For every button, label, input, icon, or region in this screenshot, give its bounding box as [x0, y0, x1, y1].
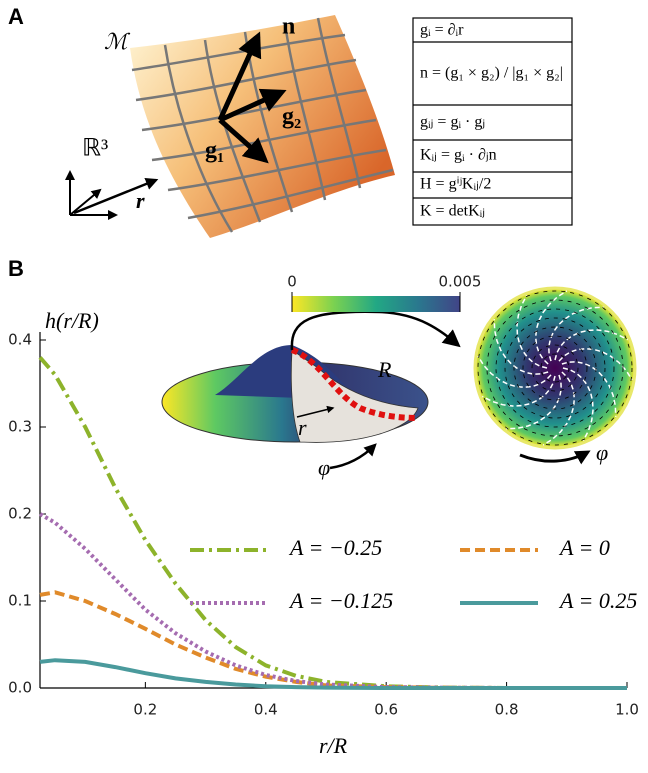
colorbar	[292, 296, 460, 312]
position-label: r	[136, 188, 145, 213]
data-line	[39, 658, 627, 690]
definition: n = (g₁ × g₂) / |g₁ × g₂|	[420, 65, 563, 82]
top-view-inset	[473, 286, 637, 465]
legend-label: A = 0.25	[558, 588, 637, 613]
flow-circle	[531, 344, 579, 392]
flow-line	[506, 374, 562, 430]
tangent-label: g₂	[282, 104, 301, 130]
flow-circle	[513, 326, 597, 410]
legend-label: A = −0.125	[288, 588, 393, 613]
flow-line	[558, 347, 633, 381]
manifold-label: ℳ	[104, 29, 131, 54]
plot: 0 0.005 0.0 0.1 0.2 0.3 0.4 0.2 0.4 0.6 0.8 1.0 h(r/…	[8, 273, 639, 759]
flow-circle	[522, 335, 588, 401]
top-view-label: φ	[596, 440, 608, 465]
y-tick-label: 0.3	[8, 418, 32, 436]
flow-circle	[495, 308, 615, 428]
disk-inset	[161, 310, 461, 470]
flow-line	[548, 306, 604, 362]
x-axis-label: r/R	[319, 733, 348, 758]
x-tick-label: 0.4	[254, 701, 278, 719]
panel-label: A	[8, 4, 24, 29]
definitions: gᵢ = ∂ᵢr n = (g₁ × g₂) / |g₁ × g₂| gᵢⱼ =…	[420, 22, 563, 220]
x-tick-label: 0.2	[133, 701, 157, 719]
x-tick-label: 0.8	[495, 701, 519, 719]
disk-label: R	[377, 357, 392, 382]
flow-line	[493, 319, 549, 375]
flow-line	[481, 375, 556, 407]
disk-label: φ	[318, 455, 330, 480]
flow-line	[561, 361, 617, 417]
definition: gᵢⱼ = gᵢ · gⱼ	[420, 114, 485, 131]
definition: gᵢ = ∂ᵢr	[420, 22, 464, 39]
vectors	[217, 31, 287, 164]
flow-circle	[486, 299, 624, 437]
definition: Kᵢⱼ = gᵢ · ∂ⱼn	[420, 147, 497, 164]
definition: K = detKᵢⱼ	[420, 203, 485, 220]
flow-circle	[504, 317, 606, 419]
legend-label: A = −0.25	[288, 535, 382, 560]
y-axis-label: h(r/R)	[45, 308, 99, 333]
y-tick-label: 0.2	[8, 505, 32, 523]
y-tick-label: 0.0	[8, 679, 32, 697]
surface	[130, 15, 395, 238]
axes-triad	[65, 170, 159, 220]
flow-line	[554, 329, 629, 361]
flow-line	[534, 290, 568, 365]
legend-label: A = 0	[558, 535, 610, 560]
colorbar-tick-label: 0.005	[439, 273, 482, 291]
x-tick-label: 0.6	[374, 701, 398, 719]
tangent-label: g₁	[205, 138, 224, 164]
panel-label: B	[8, 256, 24, 281]
x-tick-label: 1.0	[615, 701, 639, 719]
flow-line	[542, 371, 576, 446]
space-label: ℝ³	[82, 136, 108, 162]
flow-line	[477, 355, 552, 389]
normal-label: n	[282, 14, 295, 40]
colorbar-tick-label: 0	[287, 273, 297, 291]
y-tick-label: 0.4	[8, 331, 32, 349]
flow-line	[516, 294, 548, 369]
flow-circle	[477, 290, 633, 446]
definition: H = gⁱʲKᵢⱼ/2	[420, 176, 491, 193]
definitions-table	[412, 17, 573, 226]
flow-line	[562, 367, 594, 442]
y-tick-label: 0.1	[8, 592, 32, 610]
flow-circle	[540, 353, 570, 383]
disk-label: r	[298, 415, 307, 440]
